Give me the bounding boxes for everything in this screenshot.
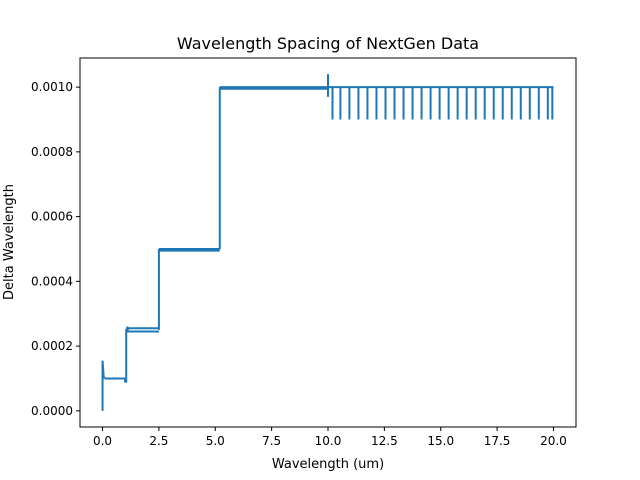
- x-axis-ticks: 0.0 2.5 5.0 7.5 10.0 12.5 15.0 17.5 20.0: [93, 427, 567, 448]
- x-tick-label: 17.5: [484, 434, 511, 448]
- y-tick-label: 0.0008: [31, 145, 73, 159]
- plot-frame: [79, 57, 577, 428]
- x-tick-label: 20.0: [540, 434, 567, 448]
- x-tick-label: 5.0: [206, 434, 225, 448]
- x-tick-label: 7.5: [262, 434, 281, 448]
- x-tick-label: 0.0: [93, 434, 112, 448]
- plot-lines: [101, 74, 554, 411]
- series-0-segment-0: [101, 360, 106, 411]
- x-tick-label: 2.5: [149, 434, 168, 448]
- chart-title: Wavelength Spacing of NextGen Data: [177, 34, 479, 53]
- y-tick-label: 0.0010: [31, 80, 73, 94]
- y-tick-label: 0.0006: [31, 210, 73, 224]
- y-tick-label: 0.0004: [31, 274, 73, 288]
- x-axis-label: Wavelength (um): [272, 457, 384, 472]
- y-tick-label: 0.0000: [31, 404, 73, 418]
- x-tick-label: 15.0: [427, 434, 454, 448]
- y-axis-label: Delta Wavelength: [2, 184, 17, 300]
- series-0-segment-2: [124, 326, 130, 383]
- y-axis-ticks: 0.0000 0.0002 0.0004 0.0006 0.0008 0.0010: [31, 80, 80, 418]
- x-tick-label: 12.5: [371, 434, 398, 448]
- y-tick-label: 0.0002: [31, 339, 73, 353]
- x-tick-label: 10.0: [315, 434, 342, 448]
